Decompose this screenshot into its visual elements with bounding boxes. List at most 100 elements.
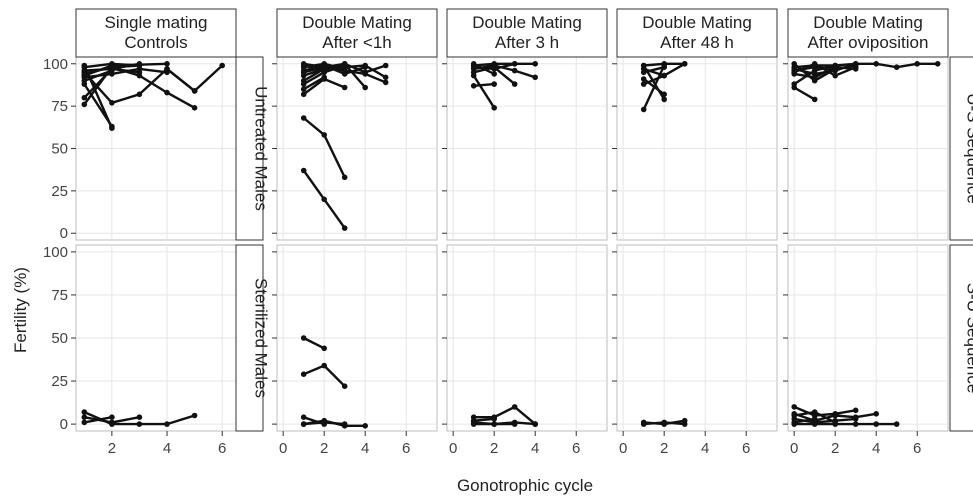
- data-point: [300, 81, 307, 87]
- series-line: [793, 417, 816, 424]
- data-point: [362, 84, 369, 91]
- y-tick-label: 0: [60, 416, 68, 433]
- data-point: [532, 61, 538, 67]
- data-point: [491, 81, 498, 87]
- data-point: [661, 62, 667, 69]
- data-point: [791, 419, 797, 426]
- data-point: [219, 62, 225, 69]
- data-point: [300, 335, 307, 341]
- data-point: [321, 76, 328, 82]
- series-0-3-4: [640, 62, 667, 113]
- series-line: [472, 82, 496, 88]
- data-point: [791, 69, 797, 76]
- data-point: [362, 423, 369, 429]
- series-0-3-6: [640, 72, 667, 87]
- y-tick-label: 25: [51, 373, 68, 390]
- data-point: [164, 89, 170, 96]
- data-point: [109, 71, 115, 77]
- series-line: [110, 65, 196, 110]
- series-0-0-12: [81, 62, 143, 77]
- data-point: [791, 412, 797, 419]
- data-point: [300, 86, 307, 92]
- data-point: [81, 71, 88, 77]
- panel-backgrounds: [75, 56, 949, 432]
- data-point: [109, 100, 115, 106]
- data-point: [81, 81, 88, 87]
- series-line: [472, 421, 537, 426]
- x-tick-label: 6: [402, 440, 410, 457]
- row-outer-strip-label: U-S Sequence: [964, 93, 973, 204]
- data-point: [681, 61, 688, 67]
- x-tick-label: 0: [790, 440, 798, 457]
- data-point: [914, 61, 920, 67]
- series-0-1-9: [300, 62, 389, 81]
- data-point: [681, 421, 688, 427]
- data-point: [511, 61, 518, 67]
- series-line: [472, 417, 496, 422]
- series-1-2-2: [470, 419, 538, 427]
- data-point: [661, 96, 667, 103]
- data-point: [934, 61, 941, 67]
- data-point: [81, 414, 88, 421]
- x-tick-label: 4: [701, 440, 709, 457]
- data-point: [532, 74, 538, 81]
- series-1-0-2: [81, 414, 115, 426]
- data-point: [321, 419, 328, 426]
- row-outer-strip-label: S-U Sequence: [964, 283, 973, 394]
- data-point: [873, 411, 879, 417]
- data-point: [300, 91, 307, 98]
- data-point: [511, 67, 518, 74]
- data-point: [640, 81, 647, 87]
- data-point: [811, 409, 818, 415]
- series-line: [793, 62, 857, 77]
- x-tick-label: 0: [619, 440, 627, 457]
- column-strip-label-line2: After <1h: [322, 33, 391, 52]
- data-point: [109, 414, 115, 421]
- series-1-1-0: [300, 335, 328, 352]
- row-inner-strip-label: Untreated Males: [252, 86, 271, 211]
- series-1-1-4: [300, 419, 348, 427]
- column-strip-label-line1: Double Mating: [813, 13, 923, 32]
- data-point: [191, 88, 198, 94]
- data-point: [852, 64, 859, 70]
- series-1-3-1: [640, 419, 688, 427]
- y-tick-label: 75: [51, 98, 68, 115]
- series-line: [83, 82, 114, 128]
- series-0-1-10: [300, 115, 348, 181]
- series-line: [642, 74, 666, 86]
- data-point: [511, 81, 518, 87]
- row-outer-strip-0: [949, 56, 973, 241]
- series-0-4-7: [791, 61, 859, 79]
- series-0-2-4: [470, 81, 498, 89]
- data-point: [491, 105, 498, 111]
- data-point: [382, 62, 389, 69]
- data-point: [893, 64, 900, 70]
- data-point: [491, 71, 498, 77]
- series-line: [472, 62, 537, 67]
- column-strip-2: [446, 8, 608, 58]
- x-tick-label: 0: [279, 440, 287, 457]
- series-0-1-8: [300, 76, 348, 98]
- column-strip-4: [787, 8, 949, 58]
- data-point: [136, 421, 143, 427]
- column-strip-3: [616, 8, 778, 58]
- data-point: [341, 421, 348, 427]
- y-tick-label: 100: [43, 244, 68, 261]
- column-strip-label-line2: After 3 h: [495, 33, 559, 52]
- data-point: [832, 66, 838, 72]
- data-point: [791, 404, 797, 410]
- data-point: [362, 62, 369, 69]
- data-point: [341, 84, 348, 91]
- y-tick-label: 50: [51, 141, 68, 158]
- data-point: [136, 414, 143, 421]
- data-point: [873, 61, 879, 67]
- column-strip-label-line1: Double Mating: [642, 13, 752, 32]
- data-point: [852, 421, 859, 427]
- series-0-0-11: [164, 62, 225, 94]
- data-point: [109, 419, 115, 426]
- data-point: [164, 61, 170, 67]
- data-point: [109, 64, 115, 70]
- x-tick-label: 6: [572, 440, 580, 457]
- data-point: [341, 225, 348, 231]
